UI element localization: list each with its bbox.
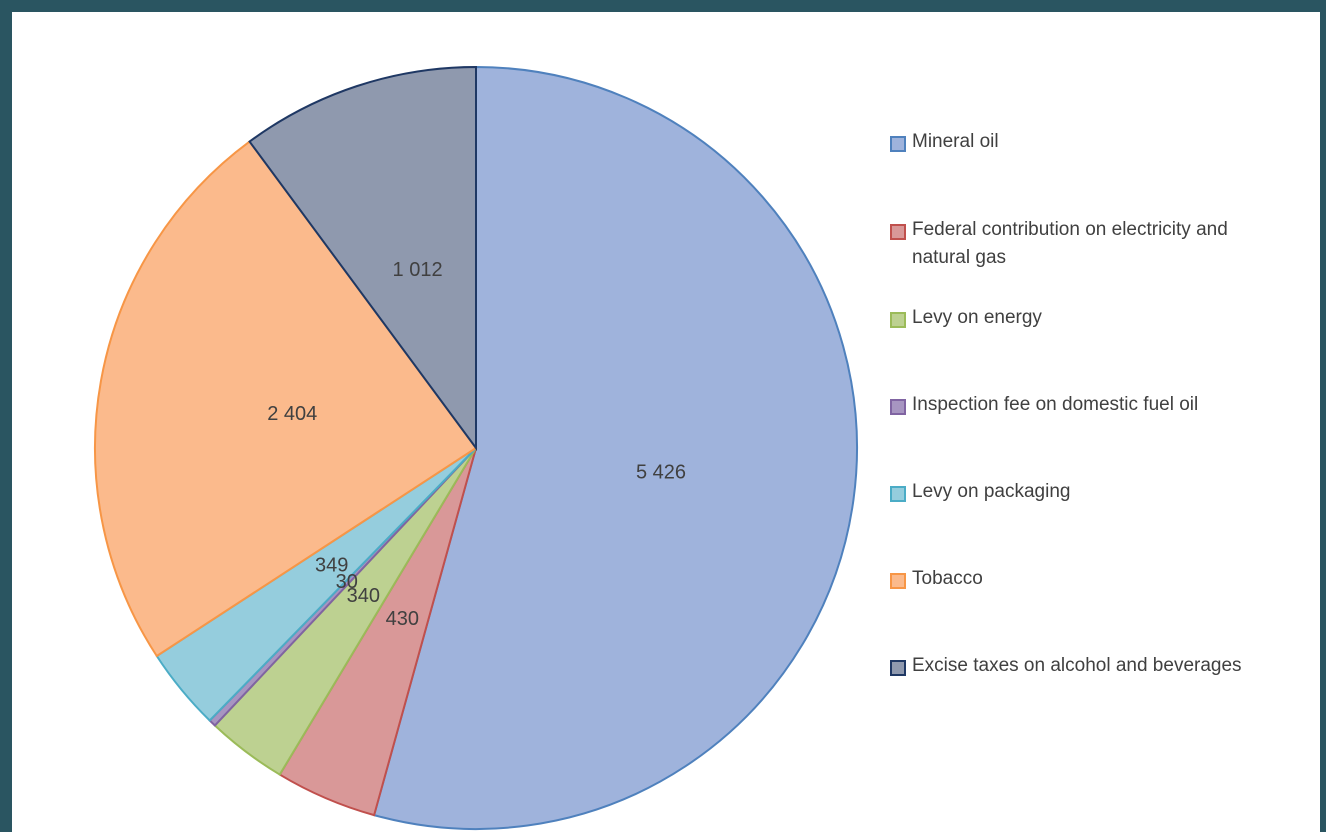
legend-label: Levy on packaging bbox=[912, 481, 1071, 502]
data-label: 340 bbox=[347, 585, 380, 607]
data-label: 2 404 bbox=[267, 403, 317, 425]
legend-item: Mineral oil bbox=[890, 131, 1252, 156]
data-label: 349 bbox=[315, 555, 348, 577]
legend-label: Mineral oil bbox=[912, 131, 999, 152]
legend-swatch bbox=[890, 660, 906, 676]
data-label: 1 012 bbox=[393, 259, 443, 281]
legend-swatch bbox=[890, 573, 906, 589]
legend-label: Levy on energy bbox=[912, 307, 1042, 328]
legend-swatch bbox=[890, 486, 906, 502]
pie-slice bbox=[94, 140, 478, 658]
data-label: 30 bbox=[336, 571, 358, 593]
legend-item: Tobacco bbox=[890, 568, 1252, 593]
pie-slice bbox=[248, 65, 477, 452]
legend-swatch bbox=[890, 136, 906, 152]
legend-item: Levy on energy bbox=[890, 307, 1252, 332]
legend-swatch bbox=[890, 399, 906, 415]
legend-swatch bbox=[890, 312, 906, 328]
legend-item: Excise taxes on alcohol and beverages bbox=[890, 655, 1252, 680]
data-label: 5 426 bbox=[636, 461, 686, 483]
data-label: 430 bbox=[386, 608, 419, 630]
legend-label: Tobacco bbox=[912, 568, 983, 589]
legend-label: Inspection fee on domestic fuel oil bbox=[912, 394, 1199, 415]
legend-item: Inspection fee on domestic fuel oil bbox=[890, 394, 1252, 419]
legend-label: Federal contribution on electricity and … bbox=[912, 219, 1228, 268]
legend-label: Excise taxes on alcohol and beverages bbox=[912, 655, 1242, 676]
legend-item: Levy on packaging bbox=[890, 481, 1252, 506]
pie-slice bbox=[372, 65, 858, 830]
legend-swatch bbox=[890, 224, 906, 240]
legend-item: Federal contribution on electricity and … bbox=[890, 219, 1252, 272]
